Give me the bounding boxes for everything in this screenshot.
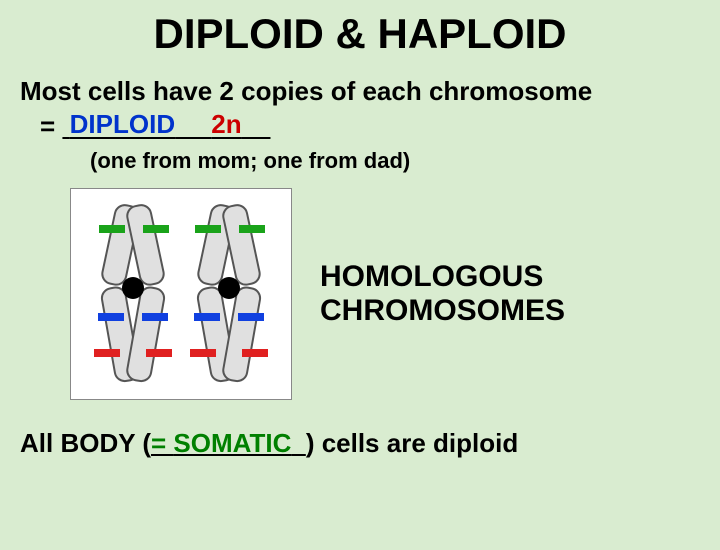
intro-rest: have 2 copies of each chromosome [153,76,592,106]
intro-line-2: = DIPLOID 2n [40,111,720,142]
bottom-line: All BODY (= SOMATIC ) cells are diploid [20,428,720,459]
homologous-label: HOMOLOGOUS CHROMOSOMES [320,260,565,329]
gene-band [94,349,120,357]
bottom-pre: All BODY ( [20,428,151,458]
mid-row: HOMOLOGOUS CHROMOSOMES [0,188,720,400]
gene-band [99,225,125,233]
gap [175,111,211,141]
two-n-fill: 2n [211,109,241,139]
somatic-fill: SOMATIC [173,428,291,458]
gene-band [238,313,264,321]
gene-band [143,225,169,233]
homologous-label-l1: HOMOLOGOUS [320,260,565,295]
chromosome-diagram [70,188,292,400]
gene-band [146,349,172,357]
gene-band [190,349,216,357]
somatic-trail [291,428,305,458]
gene-band [239,225,265,233]
bottom-post: ) cells are diploid [306,428,518,458]
trail [242,111,271,141]
gene-band [195,225,221,233]
chromosome-left [93,203,173,383]
gene-band [242,349,268,357]
intro-pre: Most cells [20,76,153,106]
equals-sign: = [40,111,55,141]
subnote: (one from mom; one from dad) [90,148,720,174]
chromosome-right [189,203,269,383]
intro-line-1: Most cells have 2 copies of each chromos… [20,76,720,107]
gene-band [194,313,220,321]
page-title: DIPLOID & HAPLOID [0,10,720,58]
centromere [122,277,144,299]
centromere [218,277,240,299]
somatic-eq: = [151,428,173,458]
diploid-fill: DIPLOID [70,109,175,139]
gene-band [142,313,168,321]
homologous-label-l2: CHROMOSOMES [320,294,565,329]
gene-band [98,313,124,321]
